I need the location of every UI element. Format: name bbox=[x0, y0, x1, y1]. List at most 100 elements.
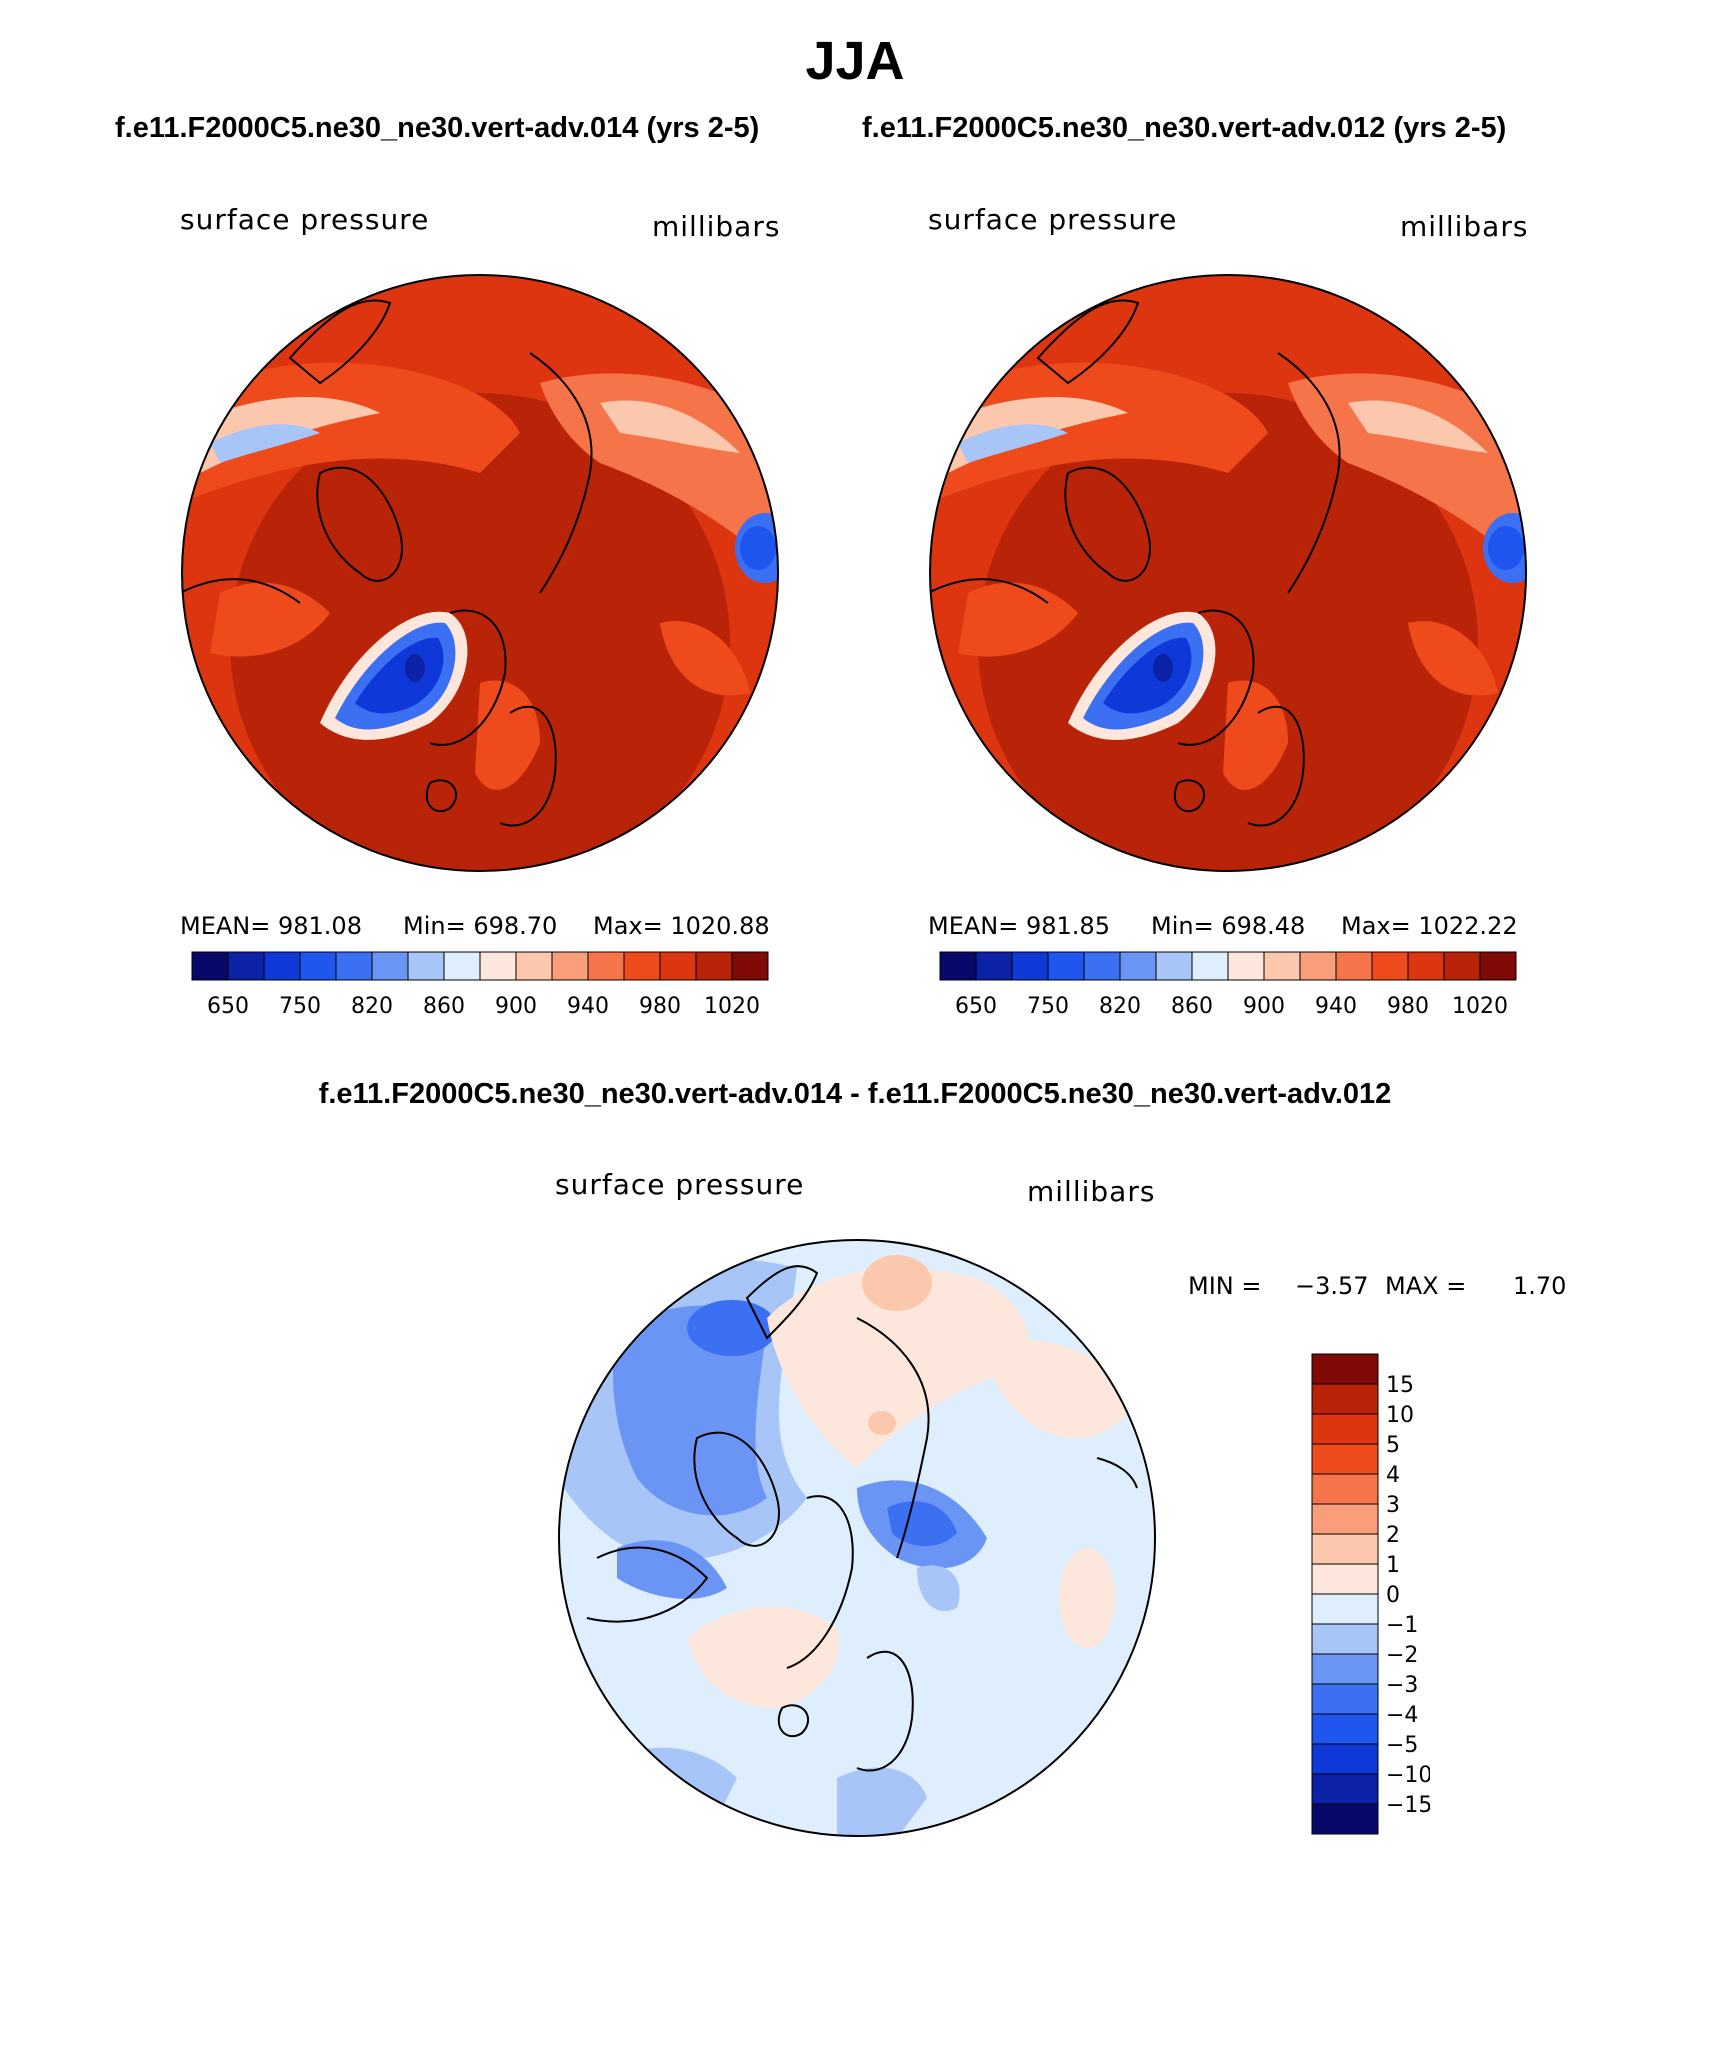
colorbar-tick-label: −2 bbox=[1386, 1643, 1418, 1668]
colorbar-swatch bbox=[1407, 951, 1445, 981]
colorbar-swatch bbox=[1311, 1803, 1379, 1835]
colorbar-swatch bbox=[1191, 951, 1229, 981]
colorbar-tick-label: 860 bbox=[423, 994, 465, 1019]
colorbar-swatch bbox=[1047, 951, 1085, 981]
colorbar-swatch bbox=[1311, 1413, 1379, 1445]
colorbar-swatch bbox=[695, 951, 733, 981]
colorbar-tick-label: 750 bbox=[1027, 994, 1069, 1019]
colorbar-tick-label: −10 bbox=[1386, 1763, 1430, 1788]
colorbar-swatch bbox=[515, 951, 553, 981]
colorbar-tick-label: 650 bbox=[207, 994, 249, 1019]
panel1-polar-map bbox=[181, 274, 779, 872]
colorbar-swatch bbox=[1311, 1593, 1379, 1625]
panel1-variable-label: surface pressure bbox=[180, 203, 430, 236]
diff-min-label: MIN = bbox=[1188, 1272, 1262, 1300]
colorbar-tick-label: 2 bbox=[1386, 1523, 1400, 1548]
colorbar-swatch bbox=[1311, 1653, 1379, 1685]
colorbar-tick-label: −15 bbox=[1386, 1793, 1430, 1818]
colorbar-swatch bbox=[1479, 951, 1517, 981]
colorbar-tick-label: −5 bbox=[1386, 1733, 1418, 1758]
colorbar-swatch bbox=[1311, 1443, 1379, 1475]
colorbar-tick-label: 900 bbox=[1243, 994, 1285, 1019]
figure-title: JJA bbox=[805, 31, 905, 91]
colorbar-tick-label: 940 bbox=[1315, 994, 1357, 1019]
colorbar-swatch bbox=[1083, 951, 1121, 981]
colorbar-swatch bbox=[1155, 951, 1193, 981]
colorbar-swatch bbox=[299, 951, 337, 981]
colorbar-tick-label: 980 bbox=[639, 994, 681, 1019]
colorbar-tick-label: 1020 bbox=[704, 994, 760, 1019]
colorbar-swatch bbox=[623, 951, 661, 981]
colorbar-swatch bbox=[1119, 951, 1157, 981]
panel1-colorbar: 650 750 820 860 900 940 980 1020 bbox=[191, 951, 769, 1019]
colorbar-tick-label: 980 bbox=[1387, 994, 1429, 1019]
diff-units-label: millibars bbox=[1027, 1175, 1156, 1208]
colorbar-tick-label: 750 bbox=[279, 994, 321, 1019]
colorbar-swatch bbox=[1311, 1683, 1379, 1715]
colorbar-tick-label: 650 bbox=[955, 994, 997, 1019]
colorbar-swatch bbox=[1443, 951, 1481, 981]
panel2-polar-map bbox=[929, 274, 1527, 872]
panel2-max-stat: Max= 1022.22 bbox=[1341, 912, 1518, 940]
colorbar-swatch bbox=[1011, 951, 1049, 981]
colorbar-swatch bbox=[731, 951, 769, 981]
panel1-min-stat: Min= 698.70 bbox=[403, 912, 558, 940]
colorbar-tick-label: −1 bbox=[1386, 1613, 1418, 1638]
colorbar-swatch bbox=[1263, 951, 1301, 981]
panel2-colorbar: 650 750 820 860 900 940 980 1020 bbox=[939, 951, 1517, 1019]
diff-variable-label: surface pressure bbox=[555, 1168, 805, 1201]
colorbar-tick-label: 15 bbox=[1386, 1373, 1414, 1398]
colorbar-swatch bbox=[335, 951, 373, 981]
colorbar-tick-label: 10 bbox=[1386, 1403, 1414, 1428]
colorbar-tick-label: 4 bbox=[1386, 1463, 1400, 1488]
colorbar-swatch bbox=[1311, 1623, 1379, 1655]
colorbar-swatch bbox=[939, 951, 977, 981]
colorbar-swatch bbox=[443, 951, 481, 981]
colorbar-swatch bbox=[1299, 951, 1337, 981]
colorbar-tick-label: −4 bbox=[1386, 1703, 1418, 1728]
colorbar-tick-label: 940 bbox=[567, 994, 609, 1019]
colorbar-tick-label: 900 bbox=[495, 994, 537, 1019]
colorbar-swatch bbox=[1311, 1713, 1379, 1745]
colorbar-swatch bbox=[1227, 951, 1265, 981]
colorbar-swatch bbox=[1311, 1473, 1379, 1505]
colorbar-swatch bbox=[1311, 1563, 1379, 1595]
panel1-units-label: millibars bbox=[652, 210, 781, 243]
colorbar-swatch bbox=[1311, 1383, 1379, 1415]
colorbar-swatch bbox=[1371, 951, 1409, 981]
colorbar-swatch bbox=[975, 951, 1013, 981]
colorbar-swatch bbox=[1311, 1743, 1379, 1775]
diff-max-label: MAX = bbox=[1385, 1272, 1467, 1300]
colorbar-tick-label: 860 bbox=[1171, 994, 1213, 1019]
colorbar-swatch bbox=[227, 951, 265, 981]
colorbar-tick-label: 5 bbox=[1386, 1433, 1400, 1458]
panel2-variable-label: surface pressure bbox=[928, 203, 1178, 236]
colorbar-tick-label: 0 bbox=[1386, 1583, 1400, 1608]
panel2-min-stat: Min= 698.48 bbox=[1151, 912, 1306, 940]
colorbar-swatch bbox=[191, 951, 229, 981]
colorbar-tick-label: 820 bbox=[1099, 994, 1141, 1019]
colorbar-tick-label: 1020 bbox=[1452, 994, 1508, 1019]
colorbar-tick-label: 1 bbox=[1386, 1553, 1400, 1578]
colorbar-swatch bbox=[1311, 1533, 1379, 1565]
colorbar-swatch bbox=[1311, 1503, 1379, 1535]
colorbar-swatch bbox=[407, 951, 445, 981]
difference-polar-map bbox=[558, 1239, 1156, 1837]
colorbar-swatch bbox=[1311, 1773, 1379, 1805]
panel2-mean-stat: MEAN= 981.85 bbox=[928, 912, 1110, 940]
colorbar-swatch bbox=[551, 951, 589, 981]
colorbar-swatch bbox=[263, 951, 301, 981]
difference-title: f.e11.F2000C5.ne30_ne30.vert-adv.014 - f… bbox=[318, 1078, 1392, 1110]
colorbar-swatch bbox=[659, 951, 697, 981]
diff-min-value: −3.57 bbox=[1295, 1272, 1369, 1300]
diff-max-value: 1.70 bbox=[1513, 1272, 1567, 1300]
colorbar-tick-label: 3 bbox=[1386, 1493, 1400, 1518]
colorbar-swatch bbox=[479, 951, 517, 981]
panel1-max-stat: Max= 1020.88 bbox=[593, 912, 770, 940]
left-case-title: f.e11.F2000C5.ne30_ne30.vert-adv.014 (yr… bbox=[115, 112, 760, 144]
colorbar-swatch bbox=[587, 951, 625, 981]
colorbar-swatch bbox=[371, 951, 409, 981]
colorbar-tick-label: −3 bbox=[1386, 1673, 1418, 1698]
colorbar-tick-label: 820 bbox=[351, 994, 393, 1019]
